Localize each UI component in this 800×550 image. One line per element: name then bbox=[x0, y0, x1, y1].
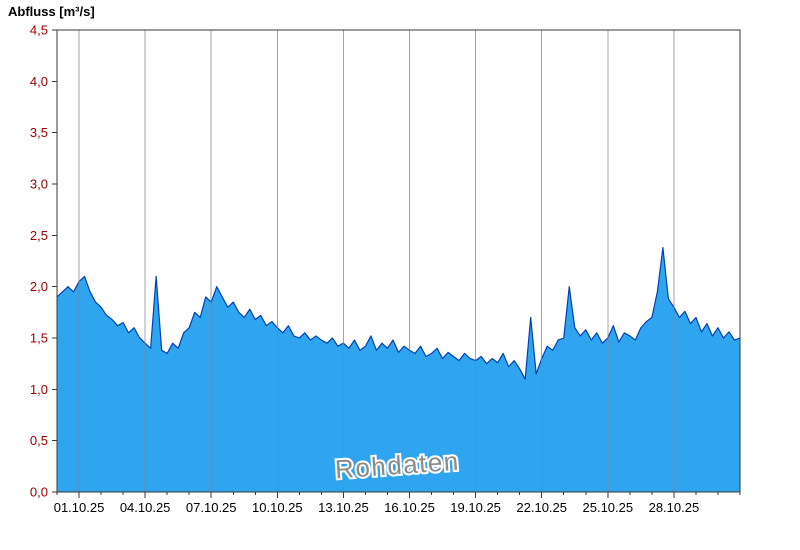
y-tick-label: 0,0 bbox=[30, 485, 48, 500]
x-tick-label: 25.10.25 bbox=[583, 500, 634, 515]
x-tick-label: 07.10.25 bbox=[186, 500, 237, 515]
y-tick-label: 0,5 bbox=[30, 433, 48, 448]
gridlines bbox=[78, 30, 675, 492]
x-tick-label: 13.10.25 bbox=[318, 500, 369, 515]
y-axis: 0,0 0,5 1,0 1,5 2,0 2,5 3,0 3,5 4,0 4,5 bbox=[30, 23, 57, 500]
x-tick-label: 10.10.25 bbox=[252, 500, 303, 515]
plot-frame bbox=[56, 29, 741, 493]
discharge-line bbox=[56, 247, 741, 380]
x-tick-label: 01.10.25 bbox=[54, 500, 105, 515]
discharge-area bbox=[57, 247, 740, 492]
y-tick-label: 1,0 bbox=[30, 382, 48, 397]
y-tick-label: 4,5 bbox=[30, 23, 48, 38]
y-tick-label: 1,5 bbox=[30, 331, 48, 346]
x-tick-label: 16.10.25 bbox=[384, 500, 435, 515]
x-tick-label: 04.10.25 bbox=[120, 500, 171, 515]
y-tick-label: 2,5 bbox=[30, 228, 48, 243]
chart-title: Abfluss [m³/s] bbox=[8, 4, 95, 19]
y-tick-label: 2,0 bbox=[30, 279, 48, 294]
y-tick-label: 3,0 bbox=[30, 177, 48, 192]
y-tick-label: 3,5 bbox=[30, 125, 48, 140]
x-tick-label: 19.10.25 bbox=[450, 500, 501, 515]
x-tick-label: 22.10.25 bbox=[516, 500, 567, 515]
x-tick-label: 28.10.25 bbox=[649, 500, 700, 515]
y-tick-label: 4,0 bbox=[30, 74, 48, 89]
x-axis: 01.10.25 04.10.25 07.10.25 10.10.25 13.10.25… bbox=[54, 492, 741, 515]
